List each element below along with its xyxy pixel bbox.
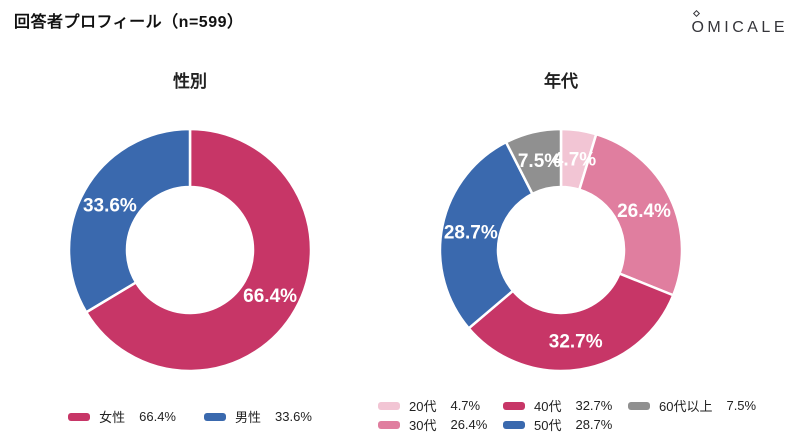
legend-item-60代以上: 60代以上 7.5%: [628, 396, 757, 415]
legend-value: 4.7%: [450, 398, 481, 413]
legend-label: 40代: [534, 399, 562, 414]
legend-value: 7.5%: [726, 398, 757, 413]
slice-value-label: 4.7%: [553, 150, 596, 171]
legend-swatch: [378, 401, 400, 410]
donut-slice-50代: [438, 140, 534, 330]
donut-slice-30代: [578, 132, 684, 297]
legend-item-男性: 男性 33.6%: [204, 407, 312, 426]
legend-swatch: [503, 401, 525, 410]
legend-label: 30代: [409, 418, 437, 433]
legend-age: 20代 4.7% 30代 26.4% 40代 32.7% 50代 28.7% 60代以上 7.5%: [378, 396, 757, 434]
diamond-icon: [693, 9, 701, 18]
legend-item-50代: 50代 28.7%: [503, 415, 628, 434]
donut-slice-男性: [67, 127, 192, 314]
slice-value-label: 26.4%: [617, 201, 671, 222]
legend-item-女性: 女性 66.4%: [68, 407, 176, 426]
slice-value-label: 28.7%: [444, 223, 498, 244]
donut-slice-60代以上: [504, 127, 563, 196]
legend-value: 32.7%: [575, 398, 613, 413]
legend-label: 20代: [409, 399, 437, 414]
brand-name: OMICALE: [691, 19, 788, 36]
slice-value-label: 7.5%: [518, 151, 561, 172]
donut-chart-gender: 66.4% 33.6%: [67, 127, 313, 373]
legend-item-20代: 20代 4.7%: [378, 396, 503, 415]
legend-label: 女性: [99, 410, 126, 425]
legend-value: 26.4%: [450, 417, 488, 432]
donut-chart-age: 4.7% 26.4% 32.7% 28.7% 7.5%: [438, 127, 684, 373]
slice-value-label: 32.7%: [549, 331, 603, 352]
donut-slice-女性: [84, 127, 313, 373]
legend-swatch: [204, 412, 226, 421]
page-title: 回答者プロフィール（n=599）: [14, 14, 244, 31]
legend-item-40代: 40代 32.7%: [503, 396, 628, 415]
chart-title-gender: 性別: [173, 72, 207, 91]
age-chart-block: 年代 4.7% 26.4% 32.7% 28.7% 7.5%: [431, 66, 691, 380]
slice-value-label: 33.6%: [83, 195, 137, 216]
legend-value: 28.7%: [575, 417, 613, 432]
legend-swatch: [628, 401, 650, 410]
chart-title-age: 年代: [544, 72, 578, 91]
brand-logo: OMICALE: [691, 9, 788, 37]
legend-value: 33.6%: [275, 409, 312, 424]
legend-label: 男性: [235, 410, 262, 425]
gender-chart-block: 性別 66.4% 33.6%: [60, 66, 320, 380]
donut-slice-40代: [467, 272, 675, 373]
legend-swatch: [503, 420, 525, 429]
legend-value: 66.4%: [139, 409, 176, 424]
legend-swatch: [378, 420, 400, 429]
legend-swatch: [68, 412, 91, 421]
legend-gender: 女性 66.4% 男性 33.6%: [60, 407, 320, 426]
legend-label: 50代: [534, 418, 562, 433]
slice-value-label: 66.4%: [243, 286, 297, 307]
legend-label: 60代以上: [659, 399, 713, 414]
legend-item-30代: 30代 26.4%: [378, 415, 503, 434]
